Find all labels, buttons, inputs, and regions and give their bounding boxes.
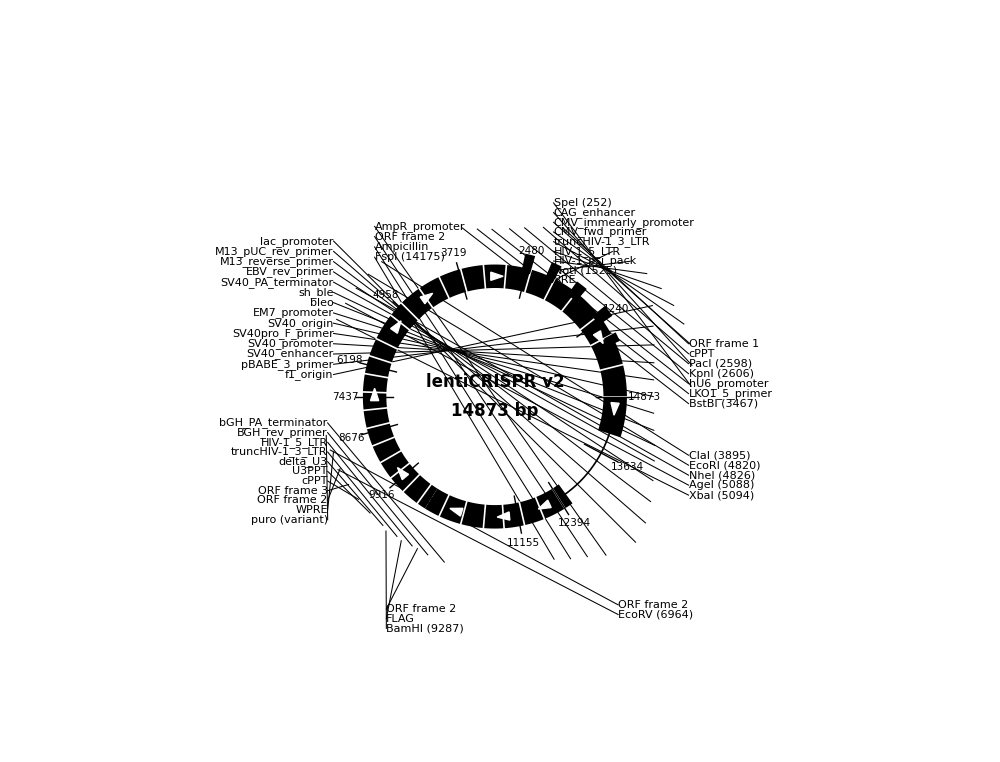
Text: ORF frame 2: ORF frame 2 [375,232,445,242]
Text: 6198: 6198 [336,355,363,365]
Text: SV40_PA_terminator: SV40_PA_terminator [220,277,334,287]
Text: ClaI (3895): ClaI (3895) [689,450,750,460]
Text: SV40_promoter: SV40_promoter [247,338,334,349]
Polygon shape [545,262,561,283]
Text: SV40_origin: SV40_origin [267,318,334,328]
Text: truncHIV-1_3_LTR: truncHIV-1_3_LTR [231,447,328,457]
Text: NheI (4826): NheI (4826) [689,470,755,480]
Text: lac_promoter: lac_promoter [260,235,334,247]
Polygon shape [391,321,401,333]
Polygon shape [371,389,379,401]
Text: EBV_rev_primer: EBV_rev_primer [245,267,334,277]
Text: EcoRV (6964): EcoRV (6964) [618,610,693,620]
Text: EcoRI (4820): EcoRI (4820) [689,460,760,470]
Text: PacI (2598): PacI (2598) [689,359,752,369]
Text: HIV-1_5_LTR: HIV-1_5_LTR [554,246,621,257]
Text: RRE: RRE [554,275,576,286]
Text: SV40_enhancer: SV40_enhancer [246,348,334,360]
Text: CMV_fwd_primer: CMV_fwd_primer [554,226,647,238]
Text: 4958: 4958 [372,290,399,299]
Text: XbaI (5094): XbaI (5094) [689,490,754,500]
Polygon shape [604,332,620,346]
Text: 14873 bp: 14873 bp [451,402,539,420]
Text: lentiCRISPR v2: lentiCRISPR v2 [426,373,564,391]
Text: BGH_rev_primer: BGH_rev_primer [237,427,328,438]
Polygon shape [497,512,510,520]
Text: hU6_promoter: hU6_promoter [689,378,768,389]
Text: delta_U3: delta_U3 [279,456,328,467]
Text: BamHI (9287): BamHI (9287) [386,623,464,633]
Text: KpnI (2606): KpnI (2606) [689,369,754,379]
Polygon shape [425,485,572,529]
Polygon shape [450,508,463,516]
Text: FspI (14175): FspI (14175) [375,252,444,262]
Polygon shape [592,306,612,325]
Text: HIV-1_psi_pack: HIV-1_psi_pack [554,255,637,267]
Text: SV40pro_F_primer: SV40pro_F_primer [232,328,334,339]
Text: M13_reverse_primer: M13_reverse_primer [220,256,334,267]
Text: WPRE: WPRE [295,505,328,515]
Text: EM7_promoter: EM7_promoter [253,308,334,319]
Polygon shape [397,468,409,479]
Text: truncHIV-1_3_LTR: truncHIV-1_3_LTR [554,236,650,247]
Text: Ampicillin: Ampicillin [375,242,429,252]
Text: ORF frame 2: ORF frame 2 [618,600,688,610]
Text: HIV-1_5_LTR: HIV-1_5_LTR [261,437,328,448]
Polygon shape [567,281,587,302]
Text: ORF frame 3: ORF frame 3 [258,485,328,496]
Text: ORF frame 1: ORF frame 1 [689,339,759,349]
Text: AmpR_promoter: AmpR_promoter [375,221,465,232]
Polygon shape [521,254,535,274]
Polygon shape [394,264,627,437]
Text: ORF frame 2: ORF frame 2 [386,604,457,614]
Text: AgeI (5088): AgeI (5088) [689,480,754,490]
Text: 1240: 1240 [603,303,629,314]
Text: 14873: 14873 [628,392,661,402]
Polygon shape [420,293,433,304]
Text: CAG_enhancer: CAG_enhancer [554,207,636,218]
Polygon shape [611,402,619,415]
Text: LKO1_5_primer: LKO1_5_primer [689,388,773,399]
Text: SpeI (252): SpeI (252) [554,198,611,208]
Text: sh_ble: sh_ble [298,287,334,298]
Text: NotI (1525): NotI (1525) [554,266,617,276]
Polygon shape [491,272,503,280]
Text: M13_pUC_rev_primer: M13_pUC_rev_primer [215,246,334,257]
Text: cPPT: cPPT [301,476,328,486]
Text: 12394: 12394 [558,518,591,528]
Polygon shape [538,500,551,509]
Text: 7437: 7437 [332,392,359,402]
Text: puro (variant): puro (variant) [251,515,328,525]
Text: 13634: 13634 [610,462,644,472]
Text: bleo: bleo [310,298,334,308]
Text: 2480: 2480 [518,246,544,256]
Text: BstBI (3467): BstBI (3467) [689,399,758,408]
Text: CMV_immearly_promoter: CMV_immearly_promoter [554,217,694,228]
Text: 11155: 11155 [507,539,540,549]
Text: ORF frame 2: ORF frame 2 [257,495,328,505]
Polygon shape [363,299,437,508]
Text: FLAG: FLAG [386,613,415,623]
Text: cPPT: cPPT [689,349,715,359]
Text: 3719: 3719 [440,248,467,258]
Text: f1_origin: f1_origin [285,369,334,380]
Polygon shape [593,331,603,344]
Text: U3PPT: U3PPT [292,466,328,476]
Text: pBABE_3_primer: pBABE_3_primer [241,359,334,370]
Text: 8676: 8676 [338,433,364,443]
Text: 9916: 9916 [369,490,395,500]
Text: bGH_PA_terminator: bGH_PA_terminator [219,418,328,428]
